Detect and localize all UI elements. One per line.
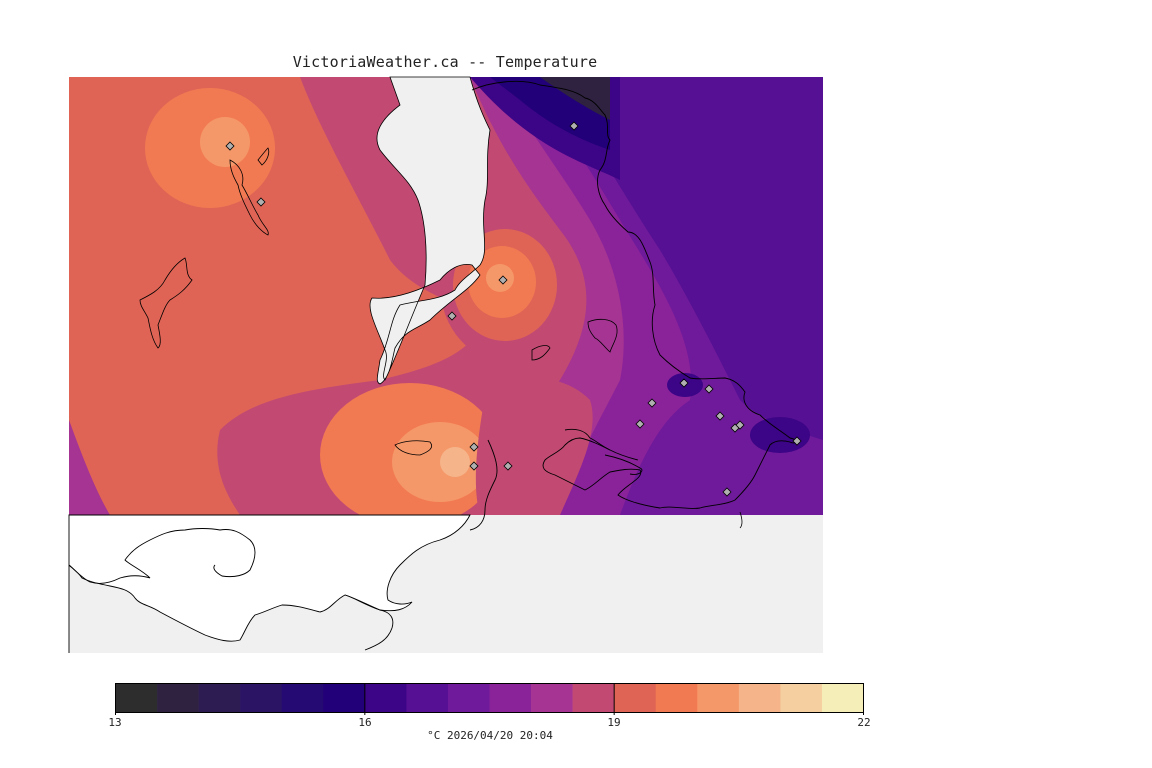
temperature-field — [69, 77, 823, 515]
station-marker-icon[interactable] — [704, 384, 714, 394]
legend-bin — [821, 683, 864, 713]
southern-landmass — [68, 514, 471, 653]
station-marker-icon[interactable] — [792, 436, 802, 446]
station-marker-icon[interactable] — [447, 311, 457, 321]
station-marker-icon[interactable] — [647, 398, 657, 408]
legend-bin — [157, 683, 199, 713]
legend-bin — [614, 683, 657, 713]
legend-tick-1: 16 — [358, 716, 372, 729]
station-marker-icon[interactable] — [256, 197, 266, 207]
legend-tick-0: 13 — [108, 716, 122, 729]
color-legend — [115, 683, 864, 715]
station-marker-icon[interactable] — [569, 121, 579, 131]
legend-bin — [572, 683, 615, 713]
station-marker-icon[interactable] — [469, 442, 479, 452]
map-title: VictoriaWeather.ca -- Temperature — [292, 53, 598, 71]
station-marker-icon[interactable] — [498, 275, 508, 285]
station-marker-icon[interactable] — [635, 419, 645, 429]
station-marker-icon[interactable] — [225, 141, 235, 151]
station-marker-icon[interactable] — [735, 420, 745, 430]
legend-bin — [406, 683, 449, 713]
legend-bin — [198, 683, 241, 713]
legend-bin — [531, 683, 573, 713]
legend-bin — [780, 683, 823, 713]
station-marker-icon[interactable] — [715, 411, 725, 421]
legend-bin — [447, 683, 490, 713]
legend-caption: °C 2026/04/20 20:04 — [427, 729, 553, 742]
station-marker-icon[interactable] — [722, 487, 732, 497]
legend-bin — [697, 683, 740, 713]
inland-features — [139, 147, 743, 529]
legend-bin — [738, 683, 781, 713]
legend-bin — [489, 683, 532, 713]
legend-bin — [115, 683, 158, 713]
station-marker-icon[interactable] — [503, 461, 513, 471]
legend-bin — [364, 683, 407, 713]
legend-tick-3: 22 — [857, 716, 871, 729]
legend-bin — [323, 683, 366, 713]
legend-bin — [281, 683, 324, 713]
station-markers — [225, 121, 802, 497]
legend-bin — [240, 683, 283, 713]
station-marker-icon[interactable] — [469, 461, 479, 471]
legend-tick-2: 19 — [607, 716, 621, 729]
station-marker-icon[interactable] — [679, 378, 689, 388]
water-overlay — [369, 76, 491, 385]
legend-bin — [655, 683, 698, 713]
